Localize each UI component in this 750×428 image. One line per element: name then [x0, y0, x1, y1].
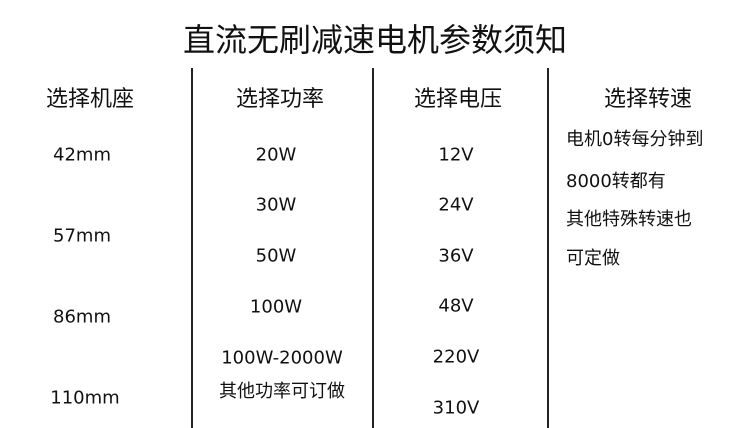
speed-note-line: 8000转都有	[566, 171, 666, 192]
power-item: 100W	[249, 296, 303, 318]
header-speed: 选择转速	[603, 87, 693, 112]
column-divider	[547, 68, 549, 428]
voltage-item: 220V	[432, 346, 480, 368]
speed-note-line: 可定做	[566, 248, 620, 269]
power-item: 20W	[255, 144, 297, 166]
column-divider	[191, 68, 193, 428]
power-item: 30W	[255, 194, 297, 216]
frame-size-item: 110mm	[50, 387, 120, 409]
frame-size-item: 86mm	[53, 306, 111, 328]
speed-note-line: 其他特殊转速也	[566, 209, 692, 230]
column-divider	[372, 68, 374, 428]
page-title: 直流无刷减速电机参数须知	[182, 21, 568, 59]
frame-size-item: 42mm	[53, 144, 111, 166]
header-frame-size: 选择机座	[45, 87, 135, 112]
speed-note-line: 电机0转每分钟到	[566, 129, 704, 150]
voltage-item: 24V	[438, 194, 474, 216]
voltage-item: 12V	[438, 144, 474, 166]
power-item: 其他功率可订做	[219, 381, 345, 402]
power-item: 50W	[255, 245, 297, 267]
power-item: 100W-2000W	[221, 347, 343, 369]
voltage-item: 36V	[438, 245, 474, 267]
voltage-item: 48V	[438, 295, 474, 317]
voltage-item: 310V	[432, 397, 480, 419]
header-voltage: 选择电压	[413, 87, 503, 112]
frame-size-item: 57mm	[53, 225, 111, 247]
header-power: 选择功率	[235, 87, 325, 112]
